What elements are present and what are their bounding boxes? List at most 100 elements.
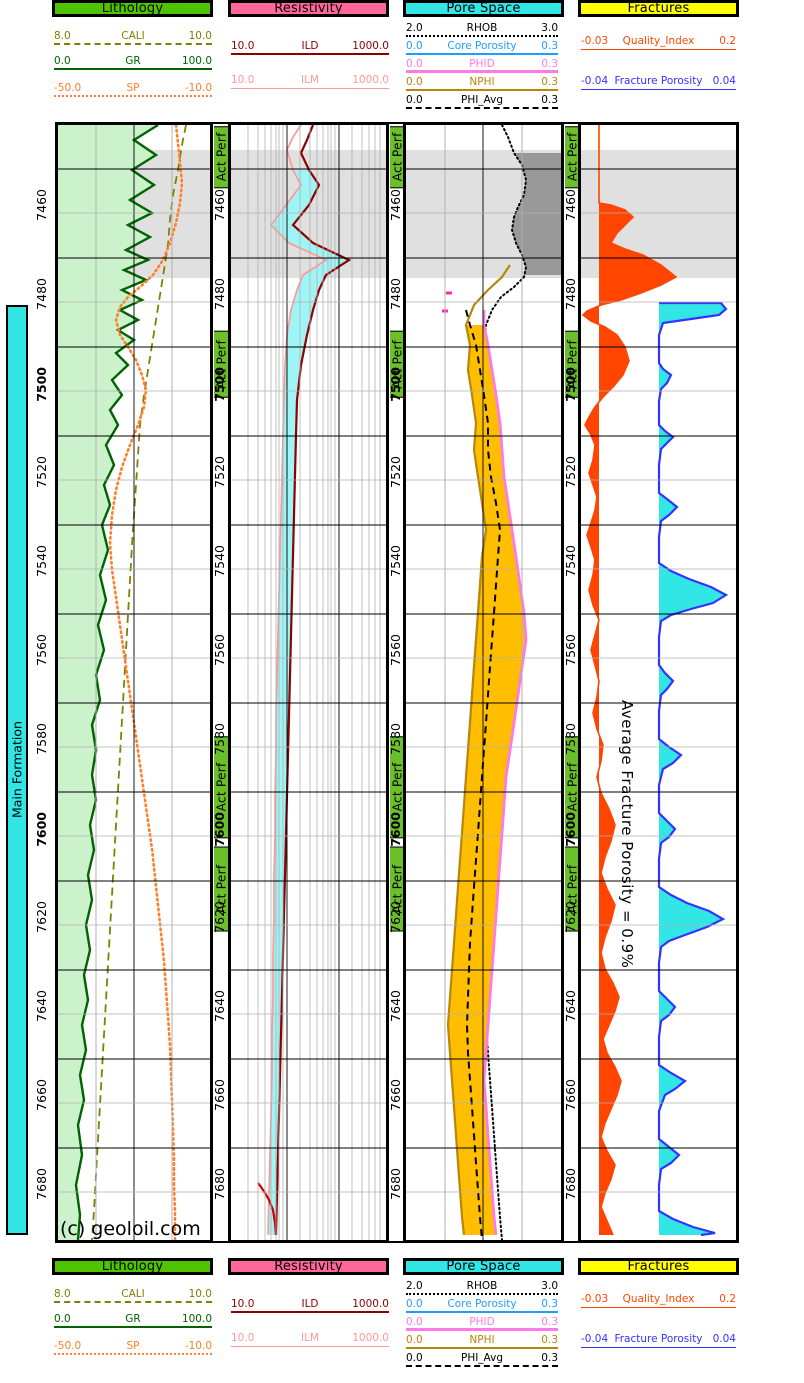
log-panel-resistivity[interactable] [228, 122, 389, 1243]
track-title-fractures: Fractures [578, 0, 739, 17]
legend-name: SP [126, 82, 140, 94]
watermark-geoloil: (c) geoloil.com [60, 1218, 201, 1240]
footer-title-porespace: Pore Space [403, 1258, 564, 1275]
legend-min: -50.0 [54, 82, 82, 94]
legend-line [581, 1307, 736, 1308]
legend-min: 2.0 [406, 22, 423, 34]
legend-min: 0.0 [406, 1334, 423, 1346]
depth-label: 7680 [34, 1167, 49, 1200]
legend-min: -50.0 [54, 1340, 82, 1352]
formation-bar-main-formation: Main Formation [6, 305, 28, 1235]
depth-label: 7520 [563, 455, 578, 488]
legend-line [406, 35, 558, 37]
legend-line [406, 1365, 558, 1367]
fracture-porosity-annotation: Average Fracture Porosity = 0.9% [618, 700, 636, 969]
legend-line [406, 1328, 558, 1331]
depth-label: 7500 [212, 366, 227, 402]
depth-label: 7640 [34, 989, 49, 1022]
legend-name: GR [125, 55, 141, 67]
legend-max: 1000.0 [352, 40, 389, 52]
legend-line [581, 49, 736, 50]
legend-name: SP [126, 1340, 140, 1352]
legend-cali-header: 8.0 CALI 10.0 [54, 30, 212, 45]
legend-max: 0.3 [541, 1316, 558, 1328]
lithology-plot [58, 125, 210, 1240]
track-title-label: Pore Space [446, 1, 521, 16]
legend-min: 0.0 [406, 76, 423, 88]
legend-min: 8.0 [54, 30, 71, 42]
depth-label: 7540 [212, 544, 227, 577]
legend-min: -0.03 [581, 35, 609, 47]
track-title-label: Resistivity [274, 1, 343, 16]
legend-gr-footer: 0.0 GR 100.0 [54, 1313, 212, 1328]
legend-name: GR [125, 1313, 141, 1325]
track-title-label: Lithology [101, 1259, 164, 1274]
footer-title-resistivity: Resistivity [228, 1258, 389, 1275]
legend-name: ILD [301, 40, 319, 52]
depth-label: 7640 [212, 989, 227, 1022]
legend-max: 0.3 [541, 76, 558, 88]
perforation-marker[interactable]: Act Perf [214, 126, 229, 189]
legend-line [54, 95, 212, 97]
legend-line [581, 89, 736, 90]
depth-label: 7560 [34, 633, 49, 666]
depth-label: 7460 [212, 188, 227, 221]
legend-name: Fracture Porosity [614, 1333, 703, 1345]
legend-phi-avg-header: 0.0 PHI_Avg 0.3 [406, 94, 558, 109]
legend-line [231, 1346, 389, 1347]
track-title-label: Pore Space [446, 1259, 521, 1274]
legend-line [406, 1347, 558, 1349]
footer-title-lithology: Lithology [52, 1258, 213, 1275]
legend-min: 8.0 [54, 1288, 71, 1300]
legend-phid-header: 0.0 PHID 0.3 [406, 58, 558, 73]
legend-min: -0.04 [581, 1333, 609, 1345]
legend-fracture-porosity-footer: -0.04 Fracture Porosity 0.04 [581, 1333, 736, 1348]
legend-name: Quality_Index [622, 1293, 695, 1305]
legend-phid-footer: 0.0 PHID 0.3 [406, 1316, 558, 1331]
depth-label: 7480 [388, 277, 403, 310]
legend-line [54, 1326, 212, 1328]
depth-label: 7620 [34, 900, 49, 933]
depth-label: 7680 [563, 1167, 578, 1200]
legend-line [406, 1311, 558, 1313]
depth-label: 7620 [388, 900, 403, 933]
legend-max: 0.3 [541, 40, 558, 52]
legend-min: 0.0 [406, 1298, 423, 1310]
legend-name: PHID [469, 58, 495, 70]
legend-line [581, 1347, 736, 1348]
depth-label: 7480 [212, 277, 227, 310]
legend-ild-header: 10.0 ILD 1000.0 [231, 40, 389, 55]
depth-label: 7580 [388, 722, 403, 755]
legend-name: ILM [300, 74, 319, 86]
depth-label: 7660 [388, 1078, 403, 1111]
log-panel-porespace[interactable] [403, 122, 564, 1243]
legend-min: 0.0 [54, 55, 71, 67]
legend-max: 0.3 [541, 1298, 558, 1310]
legend-max: 0.2 [719, 35, 736, 47]
legend-max: -10.0 [184, 1340, 212, 1352]
legend-line [54, 43, 212, 45]
legend-max: 0.3 [541, 1352, 558, 1364]
legend-max: 0.2 [719, 1293, 736, 1305]
fractures-plot [581, 125, 736, 1237]
legend-min: 10.0 [231, 1332, 255, 1344]
log-panel-fractures[interactable] [578, 122, 739, 1243]
depth-label: 7480 [34, 277, 49, 310]
depth-label: 7560 [388, 633, 403, 666]
legend-min: -0.03 [581, 1293, 609, 1305]
legend-max: 1000.0 [352, 1332, 389, 1344]
depth-label: 7460 [563, 188, 578, 221]
legend-name: CALI [121, 1288, 145, 1300]
legend-max: 1000.0 [352, 1298, 389, 1310]
depth-label: 7640 [388, 989, 403, 1022]
depth-label: 7600 [388, 811, 403, 847]
legend-nphi-header: 0.0 NPHI 0.3 [406, 76, 558, 91]
log-panel-lithology[interactable] [55, 122, 213, 1243]
depth-label: 7560 [212, 633, 227, 666]
legend-quality-index-header: -0.03 Quality_Index 0.2 [581, 35, 736, 50]
depth-label: 7560 [563, 633, 578, 666]
legend-line [231, 1311, 389, 1313]
legend-core-porosity-footer: 0.0 Core Porosity 0.3 [406, 1298, 558, 1313]
track-title-label: Lithology [101, 1, 164, 16]
depth-label: 7540 [563, 544, 578, 577]
